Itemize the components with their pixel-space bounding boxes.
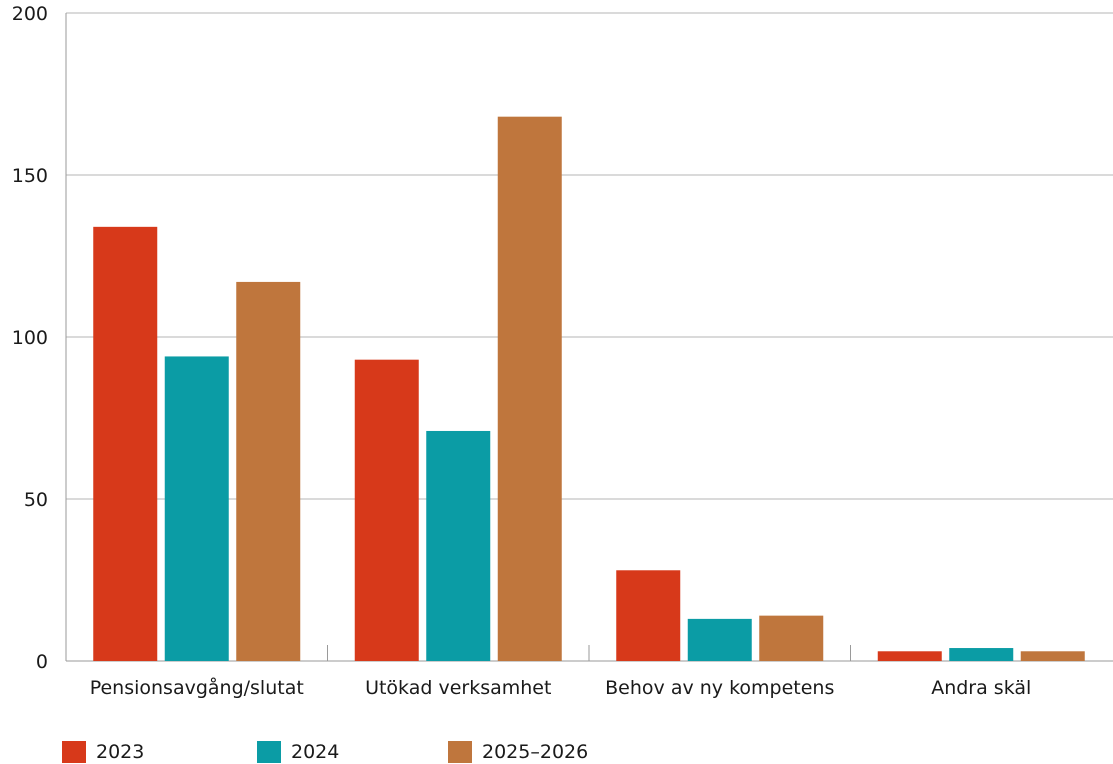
x-category-label-2: Behov av ny kompetens <box>605 677 834 699</box>
legend-swatch-2023 <box>62 741 86 763</box>
y-tick-label-200: 200 <box>12 3 48 25</box>
y-tick-label-100: 100 <box>12 327 48 349</box>
bars <box>93 116 1085 662</box>
y-tick-label-0: 0 <box>36 651 48 673</box>
legend-swatch-2024 <box>257 741 281 763</box>
legend: 2023 2024 2025–2026 <box>62 740 1062 764</box>
legend-label-2024: 2024 <box>291 741 340 763</box>
bar-0-0 <box>93 226 158 661</box>
x-category-label-0: Pensionsavgång/slutat <box>90 676 304 699</box>
bar-1-0 <box>354 359 419 661</box>
x-axis-ticks <box>327 645 851 661</box>
bar-2-2 <box>759 615 824 661</box>
bar-chart: 0 50 100 150 200 Pensionsavgång/slutat Utökad… <box>12 3 1113 699</box>
legend-label-2025-2026: 2025–2026 <box>482 741 589 763</box>
bar-0-1 <box>164 356 229 661</box>
legend-item-2024: 2024 <box>257 740 339 764</box>
bar-3-1 <box>949 648 1014 661</box>
x-category-label-1: Utökad verksamhet <box>365 677 551 699</box>
bar-3-0 <box>877 651 942 661</box>
bar-1-1 <box>426 430 491 661</box>
legend-item-2023: 2023 <box>62 740 144 764</box>
category-labels: Pensionsavgång/slutat Utökad verksamhet Be… <box>90 676 1032 699</box>
x-category-label-3: Andra skäl <box>931 677 1031 699</box>
legend-swatch-2025-2026 <box>448 741 472 763</box>
legend-label-2023: 2023 <box>96 741 145 763</box>
bar-1-2 <box>497 116 562 662</box>
y-axis-ticks: 0 50 100 150 200 <box>12 3 48 673</box>
bar-2-1 <box>687 618 752 661</box>
bar-3-2 <box>1020 651 1085 661</box>
y-tick-label-150: 150 <box>12 165 48 187</box>
bar-0-2 <box>236 281 301 661</box>
legend-item-2025-2026: 2025–2026 <box>448 740 588 764</box>
bar-2-0 <box>616 570 681 661</box>
y-tick-label-50: 50 <box>24 489 48 511</box>
